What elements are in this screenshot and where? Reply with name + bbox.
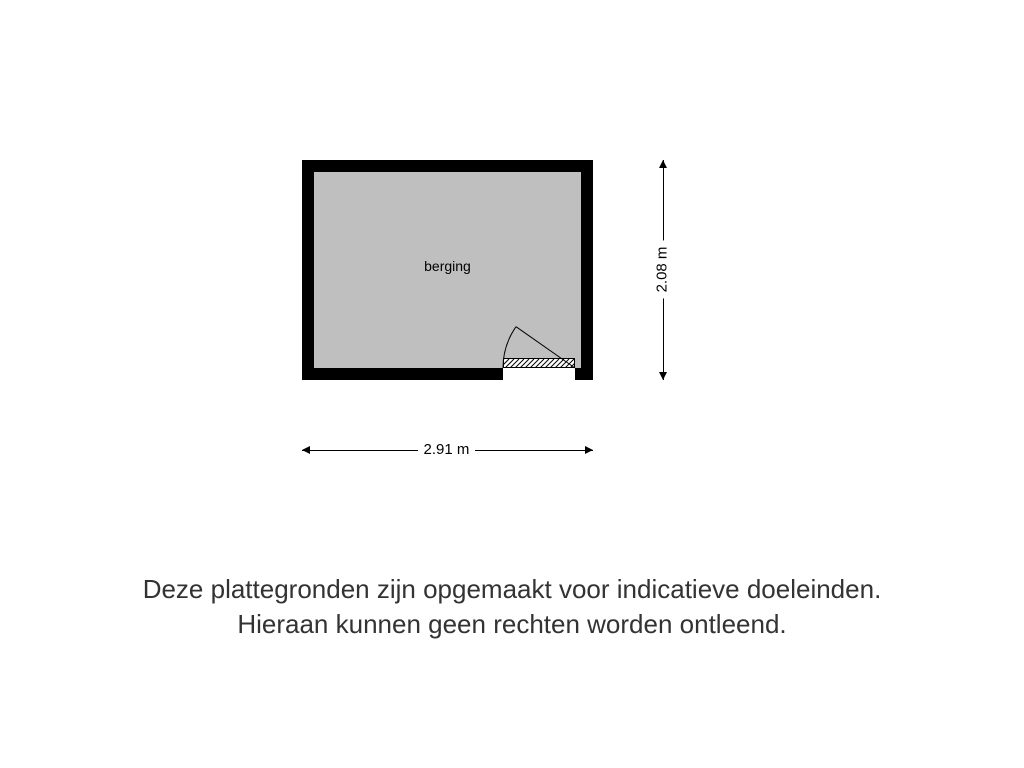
disclaimer-line2: Hieraan kunnen geen rechten worden ontle… xyxy=(237,609,786,639)
room-label: berging xyxy=(314,258,581,274)
dimension-width-label: 2.91 m xyxy=(418,441,476,458)
dimension-width-arrow-left-icon xyxy=(302,446,310,454)
dimension-width-arrow-right-icon xyxy=(585,446,593,454)
disclaimer-text: Deze plattegronden zijn opgemaakt voor i… xyxy=(0,572,1024,642)
floorplan-stage: berging 2.91 m 2.08 m Deze plattegronden… xyxy=(0,0,1024,768)
dimension-height-arrow-up-icon xyxy=(659,160,667,168)
room-outline: berging xyxy=(302,160,593,380)
door-swing-icon xyxy=(502,295,576,369)
door-opening xyxy=(503,368,575,380)
room-assembly: berging xyxy=(302,160,593,380)
dimension-height-arrow-down-icon xyxy=(659,372,667,380)
dimension-height-label: 2.08 m xyxy=(653,240,670,298)
disclaimer-line1: Deze plattegronden zijn opgemaakt voor i… xyxy=(143,574,882,604)
